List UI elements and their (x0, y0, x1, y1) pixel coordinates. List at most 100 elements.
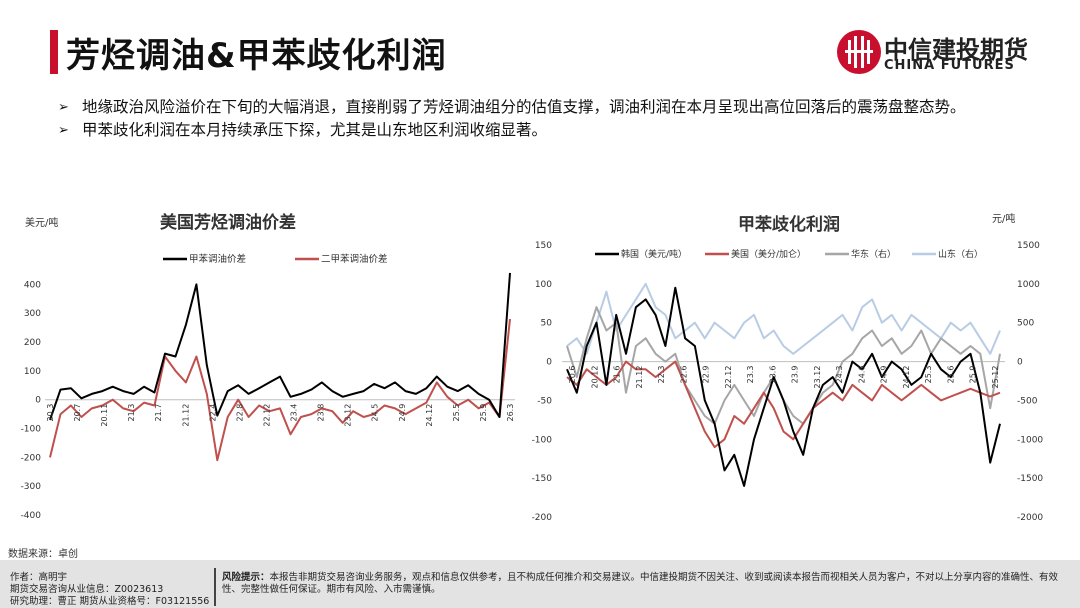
y-tick-label-right: -500 (1017, 396, 1038, 406)
data-source-note: 数据来源：卓创 (8, 549, 78, 560)
x-tick-label: 23.8 (317, 404, 326, 422)
footer-divider (214, 568, 216, 606)
risk-label: 风险提示： (222, 572, 270, 583)
x-tick-label: 21.3 (127, 404, 136, 422)
y-tick-label: 0 (35, 396, 41, 406)
y-axis-unit-label: 美元/吨 (25, 216, 58, 229)
y-tick-label: 0 (546, 358, 552, 368)
x-tick-label: 21.7 (154, 404, 163, 422)
logo-text-cn: 中信建投期货 (884, 36, 1028, 64)
author-name: 作者：高明宇 (10, 572, 68, 583)
y-tick-label-right: 1500 (1017, 241, 1040, 251)
x-tick-label: 20.3 (46, 404, 55, 422)
x-tick-label: 22.9 (702, 366, 711, 384)
x-tick-label: 25.5 (452, 404, 461, 422)
x-tick-label: 24.3 (835, 366, 844, 384)
y-tick-label: -200 (21, 453, 42, 463)
legend-label: 华东（右） (851, 248, 896, 260)
x-tick-label: 24.5 (371, 404, 380, 422)
y-tick-label-right: 500 (1017, 319, 1034, 329)
x-tick-label: 25.12 (991, 366, 1000, 389)
chart-title: 甲苯歧化利润 (738, 214, 840, 235)
bullet-item: ➢ 甲苯歧化利润在本月持续承压下探，尤其是山东地区利润收缩显著。 (58, 119, 1048, 142)
y-tick-label: 100 (535, 280, 552, 290)
footer: 作者：高明宇 期货交易咨询从业信息：Z0023613 研究助理：曹正 期货从业资… (0, 560, 1080, 608)
x-tick-label: 22.12 (262, 404, 271, 427)
bullet-arrow-icon: ➢ (58, 100, 69, 115)
x-tick-label: 24.9 (398, 404, 407, 422)
y-tick-label: 300 (24, 309, 41, 319)
assistant-info: 研究助理：曹正 期货从业资格号：F03121556 (10, 596, 210, 607)
x-tick-label: 25.3 (924, 366, 933, 384)
y-tick-label-right: 0 (1017, 358, 1023, 368)
x-tick-label: 20.6 (568, 366, 577, 384)
x-tick-label: 23.3 (746, 366, 755, 384)
x-tick-label: 25.9 (969, 366, 978, 384)
logo-text-en: CHINA FUTURES (884, 58, 1015, 73)
y-tick-label: 100 (24, 367, 41, 377)
x-tick-label: 24.6 (857, 366, 866, 384)
y-tick-label: 200 (24, 338, 41, 348)
x-tick-label: 21.12 (181, 404, 190, 427)
series-line (49, 272, 511, 421)
us-blending-spread-chart: 美元/吨 美国芳烃调油价差 甲苯调油价差 二甲苯调油价差 400 300 200 100… (21, 212, 515, 521)
title-accent-bar (50, 30, 58, 74)
author-license: 期货交易咨询从业信息：Z0023613 (10, 584, 164, 595)
risk-disclaimer: 风险提示：本报告非期货交易咨询业务服务，观点和信息仅供参考，且不构成任何推介和交… (222, 572, 1062, 596)
y-tick-label: -150 (532, 474, 553, 484)
x-tick-label: 26.3 (506, 404, 515, 422)
y-tick-label: -100 (532, 435, 553, 445)
x-tick-label: 23.12 (344, 404, 353, 427)
y-tick-label-right: 1000 (1017, 280, 1040, 290)
series-line (566, 286, 1001, 487)
y-tick-label-right: -1000 (1017, 435, 1043, 445)
legend-label: 山东（右） (938, 248, 983, 260)
y-tick-label: -300 (21, 482, 42, 492)
y-tick-label: -100 (21, 425, 42, 435)
y-tick-label: 400 (24, 280, 41, 290)
x-tick-label: 24.12 (425, 404, 434, 427)
x-tick-label: 22.3 (657, 366, 666, 384)
y-tick-label: 150 (535, 241, 552, 251)
risk-text: 本报告非期货交易咨询业务服务，观点和信息仅供参考，且不构成任何推介和交易建议。中… (222, 572, 1059, 595)
author-info: 作者：高明宇 期货交易咨询从业信息：Z0023613 研究助理：曹正 期货从业资… (10, 572, 209, 608)
x-tick-label: 21.12 (635, 366, 644, 389)
bullet-text: 甲苯歧化利润在本月持续承压下探，尤其是山东地区利润收缩显著。 (82, 121, 548, 139)
x-tick-label: 23.9 (791, 366, 800, 384)
bullet-arrow-icon: ➢ (58, 123, 69, 138)
x-tick-label: 23.4 (290, 404, 299, 422)
y-tick-label-right: -2000 (1017, 513, 1043, 523)
y-tick-label: -400 (21, 511, 42, 521)
x-tick-label: 22.12 (724, 366, 733, 389)
y-tick-label-right: -1500 (1017, 474, 1043, 484)
y-tick-label: -200 (532, 513, 553, 523)
bullet-item: ➢ 地缘政治风险溢价在下旬的大幅消退，直接削弱了芳烃调油组分的估值支撑，调油利润… (58, 96, 1048, 119)
x-tick-label: 25.9 (479, 404, 488, 422)
y-tick-label: 50 (541, 319, 553, 329)
x-tick-label: 20.12 (590, 366, 599, 389)
bullet-list: ➢ 地缘政治风险溢价在下旬的大幅消退，直接削弱了芳烃调油组分的估值支撑，调油利润… (58, 96, 1048, 142)
x-tick-label: 20.11 (100, 404, 109, 427)
legend-label: 美国（美分/加仑） (731, 248, 806, 260)
x-tick-label: 23.6 (768, 366, 777, 384)
y-tick-label: -50 (537, 396, 552, 406)
x-tick-label: 22.8 (235, 404, 244, 422)
x-tick-label: 22.4 (208, 404, 217, 422)
chart-title: 美国芳烃调油价差 (160, 212, 296, 233)
toluene-disproportionation-chart: 元/吨 甲苯歧化利润 韩国（美元/吨） 美国（美分/加仑） 华东（右） 山东（右） 1… (532, 212, 1044, 523)
series-line (566, 282, 1001, 355)
x-tick-label: 24.12 (902, 366, 911, 389)
series-line (566, 360, 1001, 449)
x-tick-label: 24.9 (880, 366, 889, 384)
legend-label: 韩国（美元/吨） (621, 248, 687, 260)
bullet-text: 地缘政治风险溢价在下旬的大幅消退，直接削弱了芳烃调油组分的估值支撑，调油利润在本… (82, 98, 966, 116)
series-line (49, 318, 511, 462)
company-logo (837, 30, 881, 74)
legend-label: 二甲苯调油价差 (321, 253, 388, 265)
x-tick-label: 23.12 (813, 366, 822, 389)
right-axis-unit-label: 元/吨 (992, 212, 1015, 225)
legend-label: 甲苯调油价差 (189, 253, 246, 265)
x-tick-label: 21.6 (613, 366, 622, 384)
x-tick-label: 20.7 (73, 404, 82, 422)
page-title: 芳烃调油&甲苯歧化利润 (66, 36, 447, 76)
